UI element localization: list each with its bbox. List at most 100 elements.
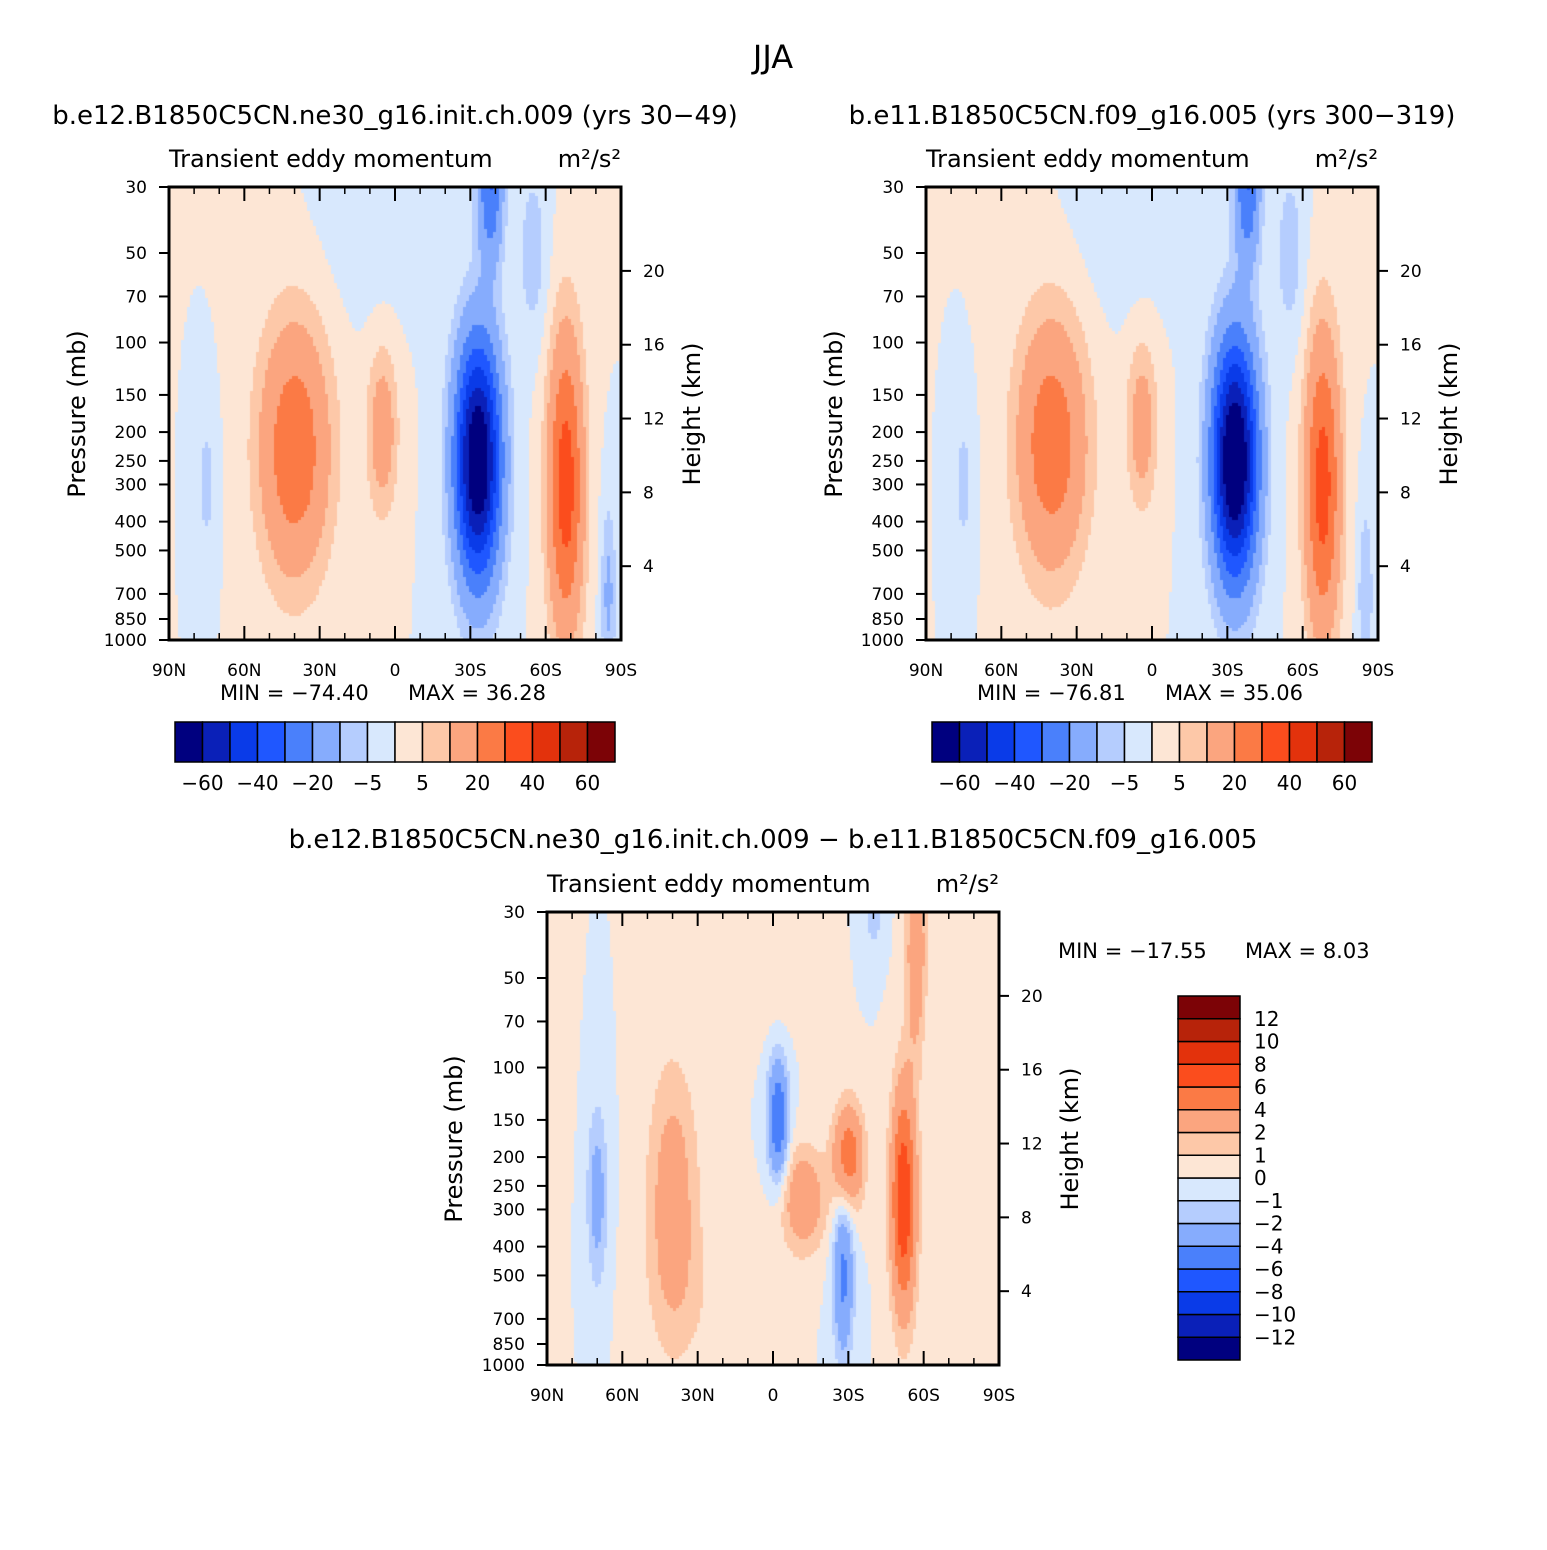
colorbar-label: −6 [1254, 1257, 1283, 1281]
y-right-tick-label: 20 [643, 262, 665, 282]
figure-title: JJA [751, 38, 793, 76]
colorbar-box [1013, 721, 1043, 763]
panel-3-difference: b.e12.B1850C5CN.ne30_g16.init.ch.009 − b… [289, 825, 1370, 1406]
colorbar-label: 5 [1173, 771, 1186, 795]
colorbar-box [531, 721, 561, 763]
colorbar-box [1177, 1245, 1241, 1270]
colorbar-box [394, 721, 424, 763]
y-right-tick-label: 8 [1400, 483, 1411, 503]
colorbar-label: 2 [1254, 1121, 1267, 1145]
y-tick-label: 300 [493, 1200, 525, 1220]
colorbar-label: 8 [1254, 1052, 1267, 1076]
y-tick-label: 700 [872, 585, 904, 605]
panel-1-subtitle-right: m²/s² [558, 145, 621, 173]
panel-2-plot: 90N 60N 30N 0 30S 60S 90S 30 50 70 100 150 200 250 300… [861, 178, 1422, 681]
y-tick-label: 30 [503, 903, 525, 923]
colorbar-box [559, 721, 589, 763]
x-tick-label: 90N [909, 661, 943, 681]
colorbar-box [311, 721, 341, 763]
colorbar-box [1177, 1313, 1241, 1338]
colorbar-label: −40 [993, 771, 1035, 795]
panel-2-max-label: MAX = 35.06 [1165, 681, 1303, 705]
x-tick-label: 60S [1286, 661, 1318, 681]
y-tick-label: 250 [872, 452, 904, 472]
colorbar-box [586, 721, 616, 763]
colorbar-label: 20 [465, 771, 490, 795]
panel-3-subtitle-right: m²/s² [936, 870, 999, 898]
colorbar-box [986, 721, 1016, 763]
x-tick-label: 0 [768, 1386, 779, 1406]
y-tick-label: 150 [115, 386, 147, 406]
panel-1-subtitle-left: Transient eddy momentum [168, 145, 493, 173]
panel-2-colorbar: −60 −40 −20 −5 5 20 40 60 [931, 721, 1373, 795]
colorbar-box [1177, 1131, 1241, 1156]
x-tick-label: 90S [983, 1386, 1015, 1406]
colorbar-box [504, 721, 534, 763]
y-right-tick-label: 20 [1400, 262, 1422, 282]
x-tick-label: 90S [1362, 661, 1394, 681]
y-tick-label: 500 [872, 541, 904, 561]
colorbar-label: −5 [353, 771, 382, 795]
panel-1-min-label: MIN = −74.40 [220, 681, 369, 705]
colorbar-box [1041, 721, 1071, 763]
colorbar-label: −40 [236, 771, 278, 795]
colorbar-box [366, 721, 396, 763]
contour-field [926, 187, 1378, 640]
colorbar-box [339, 721, 369, 763]
panel-3-min-label: MIN = −17.55 [1058, 939, 1207, 963]
x-tick-label: 30N [1059, 661, 1093, 681]
panel-2-title: b.e11.B1850C5CN.f09_g16.005 (yrs 300−319… [849, 101, 1456, 131]
panel-1-max-label: MAX = 36.28 [408, 681, 546, 705]
y-tick-label: 400 [493, 1238, 525, 1258]
colorbar-box [1177, 1200, 1241, 1225]
colorbar-box [1206, 721, 1236, 763]
colorbar-box [1288, 721, 1318, 763]
colorbar-box [476, 721, 506, 763]
colorbar-box [1177, 1222, 1241, 1247]
y-tick-label: 1000 [104, 631, 147, 651]
colorbar-label: 10 [1254, 1030, 1279, 1054]
colorbar-box [958, 721, 988, 763]
colorbar-label: 60 [1332, 771, 1357, 795]
y-tick-label: 30 [125, 178, 147, 198]
contour-field [547, 912, 999, 1365]
colorbar-box [201, 721, 231, 763]
panel-3-title: b.e12.B1850C5CN.ne30_g16.init.ch.009 − b… [289, 825, 1258, 855]
colorbar-box [449, 721, 479, 763]
panel-1-title: b.e12.B1850C5CN.ne30_g16.init.ch.009 (yr… [52, 101, 738, 131]
colorbar-label: −20 [291, 771, 333, 795]
x-tick-label: 90N [152, 661, 186, 681]
y-tick-label: 70 [882, 287, 904, 307]
colorbar-label: −60 [181, 771, 223, 795]
y-tick-label: 150 [872, 386, 904, 406]
colorbar-box [1177, 1109, 1241, 1134]
x-tick-label: 30S [1211, 661, 1243, 681]
y-tick-label: 200 [493, 1148, 525, 1168]
colorbar-box [256, 721, 286, 763]
colorbar-label: 1 [1254, 1143, 1267, 1167]
panel-1-ylabel: Pressure (mb) [63, 330, 91, 497]
panel-1-plot: 90N 60N 30N 0 30S 60S 90S 30 50 70 100 150 200 250 300… [104, 178, 665, 681]
y-right-tick-label: 16 [643, 336, 665, 356]
panel-2-min-label: MIN = −76.81 [977, 681, 1126, 705]
panel-2-top-right: b.e11.B1850C5CN.f09_g16.005 (yrs 300−319… [820, 101, 1463, 795]
y-right-tick-label: 4 [643, 557, 654, 577]
y-right-tick-label: 16 [1021, 1061, 1043, 1081]
colorbar-label: 40 [520, 771, 545, 795]
colorbar-label: −2 [1254, 1212, 1283, 1236]
panel-1-ylabel-right: Height (km) [678, 343, 706, 486]
colorbar-label: −1 [1254, 1189, 1283, 1213]
y-right-tick-label: 4 [1021, 1282, 1032, 1302]
colorbar-box [1068, 721, 1098, 763]
colorbar-label: −60 [938, 771, 980, 795]
y-right-tick-label: 8 [643, 483, 654, 503]
panel-3-subtitle-left: Transient eddy momentum [546, 870, 871, 898]
colorbar-label: 12 [1254, 1007, 1279, 1031]
y-tick-label: 700 [493, 1310, 525, 1330]
colorbar-box [1316, 721, 1346, 763]
colorbar-box [421, 721, 451, 763]
colorbar-box [1177, 1336, 1241, 1361]
panel-3-ylabel: Pressure (mb) [440, 1055, 468, 1222]
colorbar-box [1261, 721, 1291, 763]
